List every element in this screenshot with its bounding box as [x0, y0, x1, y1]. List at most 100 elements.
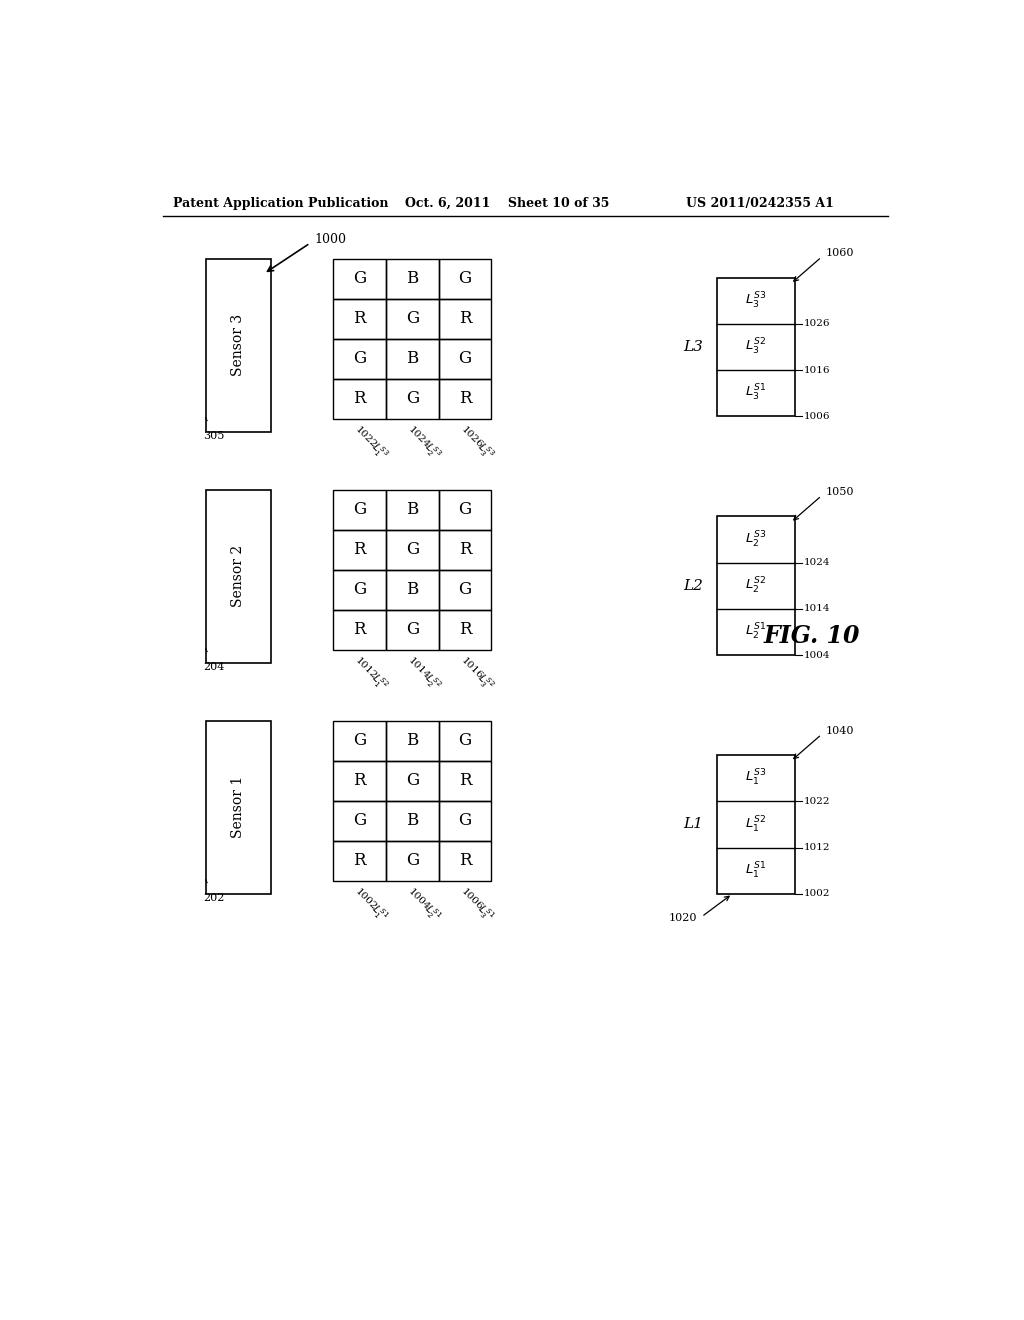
- Bar: [717, 277, 795, 416]
- Text: B: B: [407, 581, 419, 598]
- Text: 1016: 1016: [804, 366, 830, 375]
- Text: $L_1^{S3}$: $L_1^{S3}$: [745, 768, 766, 788]
- Bar: [386, 259, 438, 298]
- Text: G: G: [353, 812, 367, 829]
- Text: 1024: 1024: [804, 558, 830, 568]
- Text: R: R: [459, 541, 471, 558]
- Text: $L_2^{S3}$: $L_2^{S3}$: [745, 529, 766, 549]
- Text: G: G: [406, 622, 419, 638]
- Bar: [438, 841, 492, 880]
- Text: Sensor 1: Sensor 1: [231, 776, 246, 838]
- Bar: [386, 841, 438, 880]
- Text: R: R: [459, 310, 471, 327]
- Bar: [438, 529, 492, 570]
- Text: $L_{2}^{S3}$: $L_{2}^{S3}$: [420, 438, 444, 463]
- Text: 1006: 1006: [804, 412, 830, 421]
- Text: R: R: [459, 622, 471, 638]
- Bar: [386, 339, 438, 379]
- Text: L2: L2: [683, 578, 703, 593]
- Bar: [386, 610, 438, 649]
- Text: G: G: [459, 733, 472, 748]
- Bar: [334, 529, 386, 570]
- Text: Patent Application Publication: Patent Application Publication: [173, 197, 388, 210]
- Text: 1050: 1050: [825, 487, 854, 496]
- Text: $L_3^{S1}$: $L_3^{S1}$: [745, 383, 766, 404]
- Text: 1026: 1026: [459, 425, 484, 450]
- Bar: [334, 570, 386, 610]
- Text: FIG. 10: FIG. 10: [764, 624, 860, 648]
- Bar: [386, 721, 438, 760]
- Bar: [334, 490, 386, 529]
- Text: 1016: 1016: [459, 656, 484, 681]
- Bar: [334, 721, 386, 760]
- Bar: [438, 259, 492, 298]
- Text: L3: L3: [683, 341, 703, 354]
- Text: $L_{3}^{S1}$: $L_{3}^{S1}$: [473, 900, 497, 925]
- Text: 1040: 1040: [825, 726, 854, 735]
- Text: 202: 202: [203, 894, 224, 903]
- Text: 1060: 1060: [825, 248, 854, 259]
- Text: G: G: [406, 391, 419, 407]
- Text: $L_{1}^{S2}$: $L_{1}^{S2}$: [368, 669, 391, 693]
- Text: $L_3^{S3}$: $L_3^{S3}$: [745, 290, 766, 312]
- Text: 1004: 1004: [804, 651, 830, 660]
- Text: G: G: [353, 350, 367, 367]
- Text: 204: 204: [203, 663, 224, 672]
- Text: G: G: [459, 271, 472, 286]
- Text: Sensor 3: Sensor 3: [231, 314, 246, 376]
- Text: $L_2^{S2}$: $L_2^{S2}$: [745, 576, 766, 595]
- Text: $L_{2}^{S1}$: $L_{2}^{S1}$: [420, 900, 444, 925]
- Text: 305: 305: [203, 432, 224, 441]
- Text: US 2011/0242355 A1: US 2011/0242355 A1: [686, 197, 834, 210]
- Text: $L_{1}^{S1}$: $L_{1}^{S1}$: [368, 900, 391, 925]
- Text: Sensor 2: Sensor 2: [231, 545, 246, 607]
- Bar: [386, 490, 438, 529]
- Bar: [438, 800, 492, 841]
- Bar: [717, 516, 795, 655]
- Text: B: B: [407, 733, 419, 748]
- Text: R: R: [353, 391, 366, 407]
- Text: G: G: [406, 310, 419, 327]
- Bar: [438, 760, 492, 800]
- Text: 1012: 1012: [804, 843, 830, 851]
- Bar: [206, 259, 271, 432]
- Text: G: G: [459, 812, 472, 829]
- Text: 1024: 1024: [407, 425, 431, 450]
- Text: B: B: [407, 812, 419, 829]
- Bar: [438, 610, 492, 649]
- Text: 1002: 1002: [804, 890, 830, 898]
- Text: 1002: 1002: [353, 887, 379, 912]
- Bar: [334, 841, 386, 880]
- Text: $L_{1}^{S3}$: $L_{1}^{S3}$: [368, 438, 391, 463]
- Text: G: G: [353, 502, 367, 517]
- Bar: [438, 570, 492, 610]
- Text: B: B: [407, 350, 419, 367]
- Text: R: R: [353, 853, 366, 869]
- Text: R: R: [459, 772, 471, 789]
- Text: G: G: [406, 853, 419, 869]
- Text: 1012: 1012: [353, 656, 379, 681]
- Bar: [334, 339, 386, 379]
- Text: G: G: [406, 772, 419, 789]
- Bar: [438, 721, 492, 760]
- Bar: [386, 529, 438, 570]
- Text: R: R: [459, 391, 471, 407]
- Bar: [438, 298, 492, 339]
- Text: B: B: [407, 502, 419, 517]
- Bar: [334, 379, 386, 418]
- Text: L1: L1: [683, 817, 703, 832]
- Bar: [386, 298, 438, 339]
- Bar: [334, 610, 386, 649]
- Text: $L_1^{S2}$: $L_1^{S2}$: [745, 814, 766, 834]
- Text: R: R: [353, 622, 366, 638]
- Bar: [438, 379, 492, 418]
- Text: 1006: 1006: [459, 887, 484, 912]
- Bar: [386, 379, 438, 418]
- Text: G: G: [459, 350, 472, 367]
- Text: R: R: [353, 310, 366, 327]
- Text: $L_{2}^{S2}$: $L_{2}^{S2}$: [420, 669, 444, 693]
- Bar: [334, 800, 386, 841]
- Bar: [386, 800, 438, 841]
- Text: R: R: [353, 541, 366, 558]
- Text: G: G: [353, 733, 367, 748]
